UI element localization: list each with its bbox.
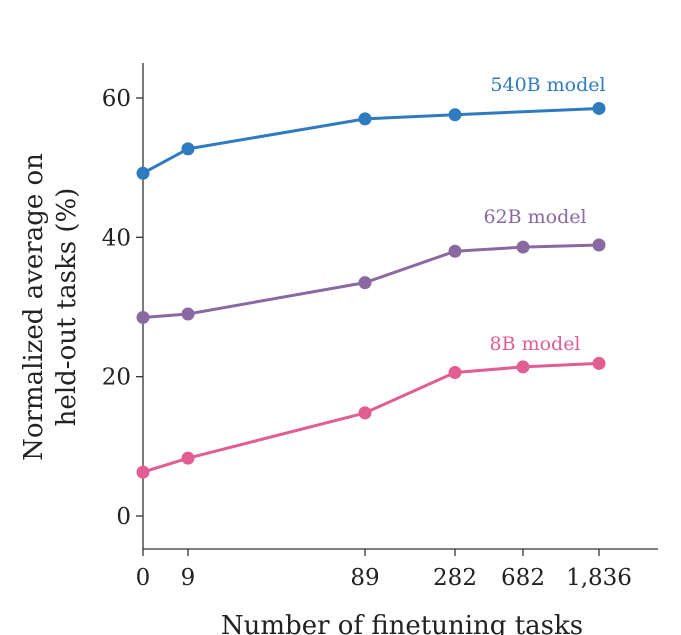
x-axis-ticks: 0 9 89 282 682 1,836: [136, 549, 632, 591]
x-tick-label: 1,836: [566, 565, 632, 591]
data-point: [592, 356, 606, 370]
x-tick-label: 682: [501, 565, 545, 591]
series-1: 62B model: [136, 206, 606, 324]
data-point: [181, 307, 195, 321]
y-tick-label: 60: [102, 86, 131, 112]
axes: [142, 63, 658, 550]
data-point: [448, 365, 462, 379]
data-point: [448, 244, 462, 258]
data-point: [136, 166, 150, 180]
y-axis-ticks: 0 20 40 60: [102, 86, 143, 530]
series-0: 540B model: [136, 74, 606, 180]
series-2: 8B model: [136, 333, 606, 479]
data-point: [592, 101, 606, 115]
series-label: 62B model: [483, 206, 586, 228]
data-point: [181, 142, 195, 156]
data-point: [136, 465, 150, 479]
x-tick-label: 9: [181, 565, 196, 591]
y-tick-label: 0: [116, 504, 131, 530]
series-label: 8B model: [489, 333, 580, 355]
data-point: [358, 276, 372, 290]
y-tick-label: 40: [102, 225, 131, 251]
data-point: [181, 451, 195, 465]
series-line: [142, 243, 600, 319]
data-point: [516, 240, 530, 254]
series-label: 540B model: [490, 74, 605, 96]
data-point: [358, 406, 372, 420]
x-tick-label: 282: [433, 565, 477, 591]
data-point: [448, 108, 462, 122]
y-axis-title-line-2: held-out tasks (%): [52, 188, 82, 427]
data-point: [136, 310, 150, 324]
data-point: [516, 360, 530, 374]
data-point: [358, 112, 372, 126]
x-tick-label: 89: [350, 565, 379, 591]
y-axis-title-line-1: Normalized average on: [19, 153, 49, 461]
series-group: 540B model 62B model 8B model: [136, 74, 606, 479]
series-line: [142, 361, 600, 474]
y-tick-label: 20: [102, 365, 131, 391]
x-tick-label: 0: [136, 565, 151, 591]
data-point: [592, 238, 606, 252]
x-axis-title: Number of finetuning tasks: [221, 611, 583, 635]
